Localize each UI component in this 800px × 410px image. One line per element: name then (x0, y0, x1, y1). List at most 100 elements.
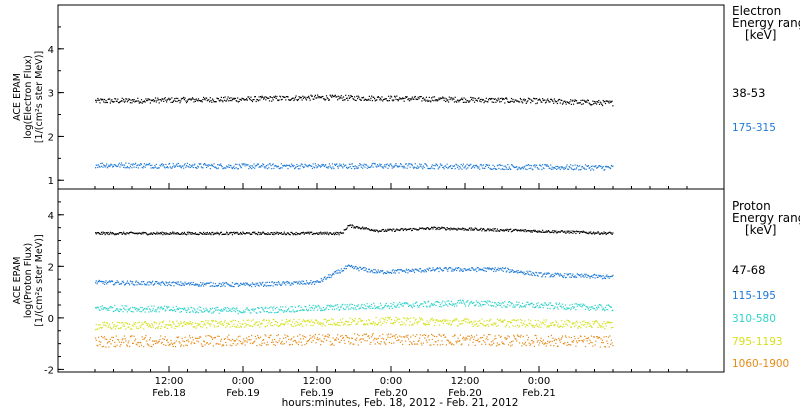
data-point (137, 308, 139, 310)
data-point (113, 345, 115, 347)
data-point (351, 322, 353, 324)
data-point (221, 166, 223, 168)
data-point (225, 341, 227, 343)
data-point (378, 321, 380, 324)
data-point (581, 321, 584, 323)
data-point (394, 319, 396, 321)
data-point (291, 321, 293, 323)
data-point (95, 233, 97, 235)
data-point (351, 167, 353, 170)
data-point (303, 166, 305, 168)
data-point (581, 339, 583, 342)
data-point (312, 281, 314, 283)
data-point (358, 96, 360, 98)
data-point (238, 100, 240, 102)
data-point (454, 96, 456, 98)
data-point (553, 325, 555, 327)
data-point (305, 165, 308, 167)
data-point (335, 304, 337, 306)
data-point (461, 343, 463, 345)
data-point (400, 268, 402, 271)
data-point (171, 309, 173, 311)
data-point (280, 343, 282, 345)
data-point (602, 342, 604, 344)
data-point (453, 98, 455, 100)
data-point (183, 309, 185, 311)
data-point (371, 322, 373, 324)
data-point (409, 98, 411, 100)
data-point (133, 166, 135, 168)
data-point (218, 335, 220, 337)
data-point (339, 341, 341, 343)
data-point (129, 284, 131, 286)
data-point (366, 340, 368, 342)
data-point (567, 230, 570, 232)
data-point (555, 230, 557, 232)
data-point (217, 98, 219, 100)
data-point (123, 307, 125, 309)
data-point (573, 335, 575, 337)
data-point (577, 165, 579, 167)
series-points (95, 224, 614, 236)
data-point (336, 233, 338, 235)
data-point (127, 326, 129, 328)
data-point (353, 98, 355, 101)
data-point (388, 165, 390, 167)
data-point (408, 163, 410, 165)
data-point (245, 282, 247, 284)
data-point (556, 168, 558, 170)
data-point (453, 101, 456, 103)
data-point (402, 270, 404, 272)
data-point (371, 270, 373, 272)
data-point (579, 232, 581, 234)
data-point (251, 334, 253, 337)
data-point (273, 96, 275, 98)
data-point (435, 228, 437, 231)
data-point (356, 166, 358, 168)
data-point (177, 283, 179, 285)
data-point (579, 304, 581, 306)
data-point (539, 339, 541, 342)
data-point (174, 98, 176, 100)
data-point (448, 300, 450, 302)
data-point (587, 308, 589, 310)
data-point (239, 98, 241, 100)
data-point (314, 233, 316, 235)
data-point (274, 165, 276, 167)
data-point (122, 338, 124, 340)
data-point (468, 335, 470, 337)
data-point (98, 279, 100, 281)
data-point (318, 333, 320, 335)
data-point (179, 311, 181, 313)
data-point (436, 164, 438, 166)
data-point (220, 231, 222, 234)
data-point (445, 267, 447, 269)
data-point (342, 337, 344, 339)
data-point (443, 267, 445, 269)
data-point (410, 227, 412, 230)
data-point (364, 166, 366, 168)
data-point (413, 305, 416, 307)
data-point (183, 322, 185, 324)
data-point (439, 320, 441, 322)
data-point (223, 97, 225, 99)
data-point (226, 165, 228, 167)
data-point (407, 228, 409, 230)
data-point (246, 98, 248, 100)
data-point (606, 340, 608, 342)
data-point (413, 343, 416, 345)
data-point (587, 274, 589, 276)
data-point (412, 303, 414, 305)
data-point (335, 272, 337, 274)
data-point (526, 301, 528, 303)
data-point (490, 268, 492, 270)
data-point (503, 319, 505, 321)
data-point (502, 99, 504, 101)
data-point (128, 326, 130, 328)
data-point (253, 283, 255, 285)
data-point (291, 282, 293, 284)
data-point (174, 233, 177, 235)
legend-title-line: Electron (732, 4, 781, 18)
data-point (176, 320, 178, 322)
data-point (477, 301, 479, 303)
